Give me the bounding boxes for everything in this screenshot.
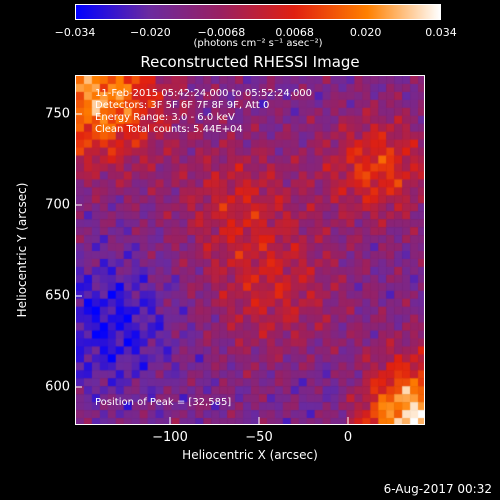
colorbar <box>75 4 441 20</box>
x-tick-label: −100 <box>152 430 188 445</box>
y-axis-label: Heliocentric Y (arcsec) <box>15 182 29 318</box>
y-tick-label: 600 <box>45 379 70 395</box>
detectors-label: Detectors: 3F 5F 6F 7F 8F 9F, Att 0 <box>95 100 270 111</box>
time-range-label: 11-Feb-2015 05:42:24.000 to 05:52:24.000 <box>95 88 313 99</box>
colorbar-units-label: (photons cm⁻² s⁻¹ asec⁻²) <box>193 38 323 49</box>
x-tick-label: 0 <box>343 430 353 445</box>
peak-position-label: Position of Peak = [32,585] <box>95 397 232 408</box>
y-tick-label: 750 <box>45 106 70 122</box>
colorbar-tick: 0.020 <box>349 26 382 39</box>
colorbar-tick: 0.0068 <box>275 26 314 39</box>
colorbar-tick: −0.034 <box>54 26 96 39</box>
chart-title: Reconstructed RHESSI Image <box>140 53 360 71</box>
colorbar-tick: −0.0068 <box>197 26 246 39</box>
rhessi-heatmap <box>76 76 424 424</box>
energy-range-label: Energy Range: 3.0 - 6.0 keV <box>95 112 235 123</box>
plot-date-label: 6-Aug-2017 00:32 <box>383 482 492 496</box>
colorbar-tick: 0.034 <box>425 26 457 39</box>
y-tick-label: 700 <box>45 197 70 213</box>
y-tick-label: 650 <box>45 288 70 304</box>
method-counts-label: Clean Total counts: 5.44E+04 <box>95 124 243 135</box>
x-axis-label: Heliocentric X (arcsec) <box>182 448 318 462</box>
image-plot-area <box>75 75 425 425</box>
colorbar-tick: −0.020 <box>129 26 171 39</box>
x-tick-label: −50 <box>245 430 273 445</box>
